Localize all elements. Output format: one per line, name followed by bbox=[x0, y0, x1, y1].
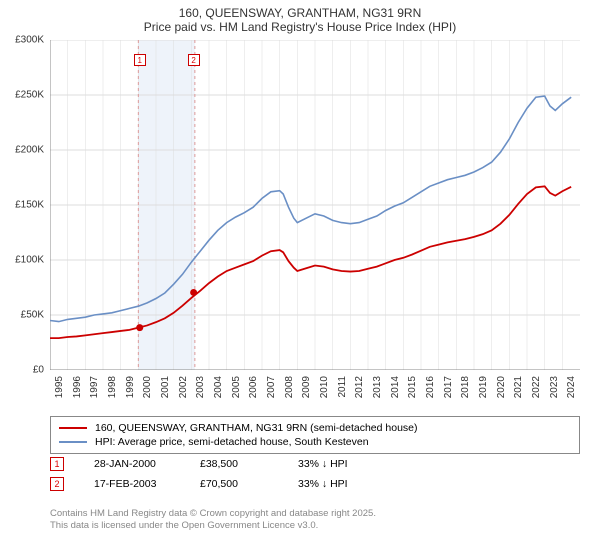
x-tick-label: 2020 bbox=[496, 376, 507, 398]
x-tick-label: 2003 bbox=[195, 376, 206, 398]
x-tick-label: 2001 bbox=[160, 376, 171, 398]
x-axis-labels: 1995 1996 1997 1998 1999 2000 2001 2002 2003 2004… bbox=[50, 372, 580, 420]
x-tick-label: 2022 bbox=[531, 376, 542, 398]
x-tick-label: 2000 bbox=[142, 376, 153, 398]
x-tick-label: 2008 bbox=[284, 376, 295, 398]
y-tick-label: £200K bbox=[15, 145, 44, 156]
y-tick-label: £250K bbox=[15, 90, 44, 101]
x-tick-label: 2014 bbox=[390, 376, 401, 398]
x-tick-label: 1996 bbox=[72, 376, 83, 398]
footer: Contains HM Land Registry data © Crown c… bbox=[50, 508, 376, 533]
x-tick-label: 2010 bbox=[319, 376, 330, 398]
y-tick-label: £300K bbox=[15, 35, 44, 46]
annotation-row: 1 28-JAN-2000 £38,500 33% ↓ HPI bbox=[50, 454, 580, 474]
x-tick-label: 1999 bbox=[125, 376, 136, 398]
legend-label: 160, QUEENSWAY, GRANTHAM, NG31 9RN (semi… bbox=[95, 422, 418, 434]
chart-area: 12 bbox=[50, 40, 580, 370]
title-line1: 160, QUEENSWAY, GRANTHAM, NG31 9RN bbox=[0, 6, 600, 20]
x-tick-label: 2016 bbox=[425, 376, 436, 398]
x-tick-label: 1995 bbox=[54, 376, 65, 398]
footer-line1: Contains HM Land Registry data © Crown c… bbox=[50, 508, 376, 520]
legend-label: HPI: Average price, semi-detached house,… bbox=[95, 436, 369, 448]
sale-marker-2: 2 bbox=[188, 54, 200, 66]
y-tick-label: £100K bbox=[15, 255, 44, 266]
y-tick-label: £50K bbox=[21, 310, 44, 321]
annotation-row: 2 17-FEB-2003 £70,500 33% ↓ HPI bbox=[50, 474, 580, 494]
legend-item: 160, QUEENSWAY, GRANTHAM, NG31 9RN (semi… bbox=[59, 421, 571, 435]
legend-swatch bbox=[59, 427, 87, 429]
x-tick-label: 2015 bbox=[407, 376, 418, 398]
annotation-pct: 33% ↓ HPI bbox=[298, 458, 398, 470]
annotation-price: £38,500 bbox=[200, 458, 280, 470]
x-tick-label: 1997 bbox=[89, 376, 100, 398]
x-tick-label: 1998 bbox=[107, 376, 118, 398]
x-tick-label: 2023 bbox=[549, 376, 560, 398]
x-tick-label: 2002 bbox=[178, 376, 189, 398]
x-tick-label: 2011 bbox=[337, 376, 348, 398]
x-tick-label: 2021 bbox=[513, 376, 524, 398]
x-tick-label: 2009 bbox=[301, 376, 312, 398]
y-axis-labels: £0£50K£100K£150K£200K£250K£300K bbox=[0, 40, 48, 370]
x-tick-label: 2024 bbox=[566, 376, 577, 398]
x-tick-label: 2006 bbox=[248, 376, 259, 398]
y-tick-label: £150K bbox=[15, 200, 44, 211]
chart-title-block: 160, QUEENSWAY, GRANTHAM, NG31 9RN Price… bbox=[0, 0, 600, 36]
annotation-date: 17-FEB-2003 bbox=[82, 478, 182, 490]
x-tick-label: 2017 bbox=[443, 376, 454, 398]
y-tick-label: £0 bbox=[33, 365, 44, 376]
annotation-marker-icon: 1 bbox=[50, 457, 64, 471]
x-tick-label: 2005 bbox=[231, 376, 242, 398]
chart-svg bbox=[50, 40, 580, 370]
legend-swatch bbox=[59, 441, 87, 443]
legend-item: HPI: Average price, semi-detached house,… bbox=[59, 435, 571, 449]
x-tick-label: 2004 bbox=[213, 376, 224, 398]
sale-marker-1: 1 bbox=[134, 54, 146, 66]
x-tick-label: 2018 bbox=[460, 376, 471, 398]
annotation-price: £70,500 bbox=[200, 478, 280, 490]
footer-line2: This data is licensed under the Open Gov… bbox=[50, 520, 376, 532]
x-tick-label: 2019 bbox=[478, 376, 489, 398]
annotation-date: 28-JAN-2000 bbox=[82, 458, 182, 470]
x-tick-label: 2007 bbox=[266, 376, 277, 398]
annotation-pct: 33% ↓ HPI bbox=[298, 478, 398, 490]
annotation-marker-icon: 2 bbox=[50, 477, 64, 491]
annotation-table: 1 28-JAN-2000 £38,500 33% ↓ HPI 2 17-FEB-2003… bbox=[50, 454, 580, 494]
title-line2: Price paid vs. HM Land Registry's House … bbox=[0, 20, 600, 34]
x-tick-label: 2012 bbox=[354, 376, 365, 398]
legend: 160, QUEENSWAY, GRANTHAM, NG31 9RN (semi… bbox=[50, 416, 580, 454]
x-tick-label: 2013 bbox=[372, 376, 383, 398]
